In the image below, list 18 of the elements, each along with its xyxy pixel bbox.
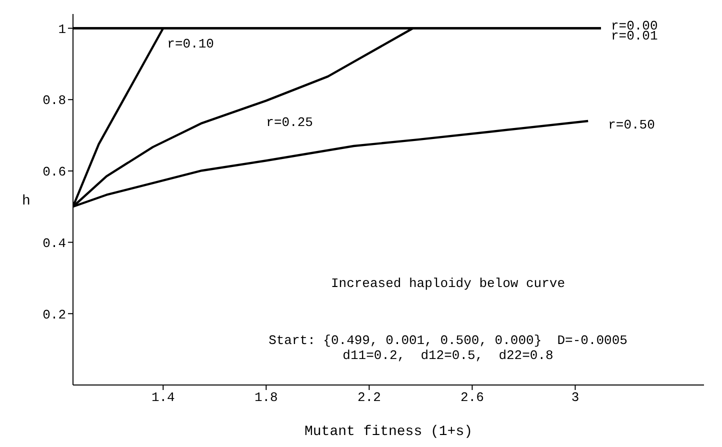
annotation: Start: {0.499, 0.001, 0.500, 0.000} D=-0.0005 [268, 333, 628, 348]
series-label: r=0.25 [266, 115, 313, 130]
y-tick-label: 0.4 [42, 236, 66, 251]
y-tick-label: 0.8 [42, 93, 66, 108]
x-axis-title: Mutant fitness (1+s) [304, 424, 473, 440]
x-tick-label: 2.2 [357, 390, 381, 406]
x-tick-label: 1.4 [151, 390, 176, 406]
x-tick-label: 3 [571, 390, 580, 406]
series-label: r=0.50 [608, 117, 655, 132]
x-tick-label: 2.6 [460, 390, 484, 406]
annotation: Increased haploidy below curve [330, 276, 566, 291]
y-axis-title: h [22, 193, 30, 210]
y-tick-label: 0.2 [42, 307, 66, 322]
y-tick-label: 0.6 [42, 164, 66, 180]
series-label: r=0.10 [167, 36, 214, 52]
x-tick-label: 1.8 [254, 390, 278, 406]
y-tick-label: 1 [58, 22, 66, 37]
annotation: d11=0.2, d12=0.5, d22=0.8 [342, 348, 554, 363]
